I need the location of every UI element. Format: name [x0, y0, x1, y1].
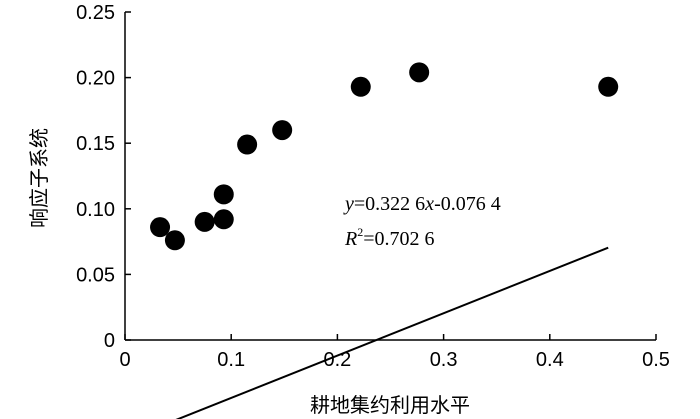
data-point: [272, 120, 293, 141]
data-point: [213, 184, 234, 205]
y-tick-label: 0.10: [76, 199, 115, 221]
y-tick-label: 0.20: [76, 68, 115, 90]
x-tick-label: 0.1: [217, 349, 245, 371]
regression-equation: y=0.322 6x-0.076 4: [343, 193, 501, 215]
eq-coef-b: -0.076 4: [434, 193, 501, 215]
r-var: R: [344, 228, 357, 250]
y-ticks: 0 0.05 0.10 0.15 0.20 0.25: [76, 2, 131, 352]
x-ticks: 0 0.1 0.2 0.3 0.4 0.5: [119, 334, 670, 371]
data-points: [150, 62, 619, 251]
x-tick-label: 0.5: [642, 349, 670, 371]
axes: [124, 12, 656, 341]
y-tick-label: 0: [104, 330, 115, 352]
data-point: [194, 211, 215, 232]
eq-var-x: x: [424, 193, 434, 215]
y-tick-label: 0.15: [76, 133, 115, 155]
y-tick-label: 0.05: [76, 264, 115, 286]
data-point: [598, 76, 619, 97]
x-tick-label: 0.3: [430, 349, 458, 371]
data-point: [409, 62, 430, 83]
x-tick-label: 0: [119, 349, 130, 371]
data-point: [164, 230, 185, 251]
x-tick-label: 0.2: [323, 349, 351, 371]
eq-coef-a: =0.322 6: [354, 193, 425, 215]
x-tick-label: 0.4: [536, 349, 564, 371]
data-point: [213, 209, 234, 230]
data-point: [150, 217, 171, 238]
r-squared-label: R2=0.702 6: [344, 225, 435, 250]
r-value: =0.702 6: [363, 228, 434, 250]
trendline: [175, 246, 609, 419]
x-axis-title: 耕地集约利用水平: [310, 393, 470, 417]
trendline-group: [175, 246, 609, 419]
eq-var-y: y: [343, 193, 354, 215]
r-superscript: 2: [357, 225, 363, 239]
data-point: [350, 76, 371, 97]
y-tick-label: 0.25: [76, 2, 115, 24]
y-axis-title: 响应子系统: [27, 128, 51, 228]
data-point: [237, 134, 258, 155]
